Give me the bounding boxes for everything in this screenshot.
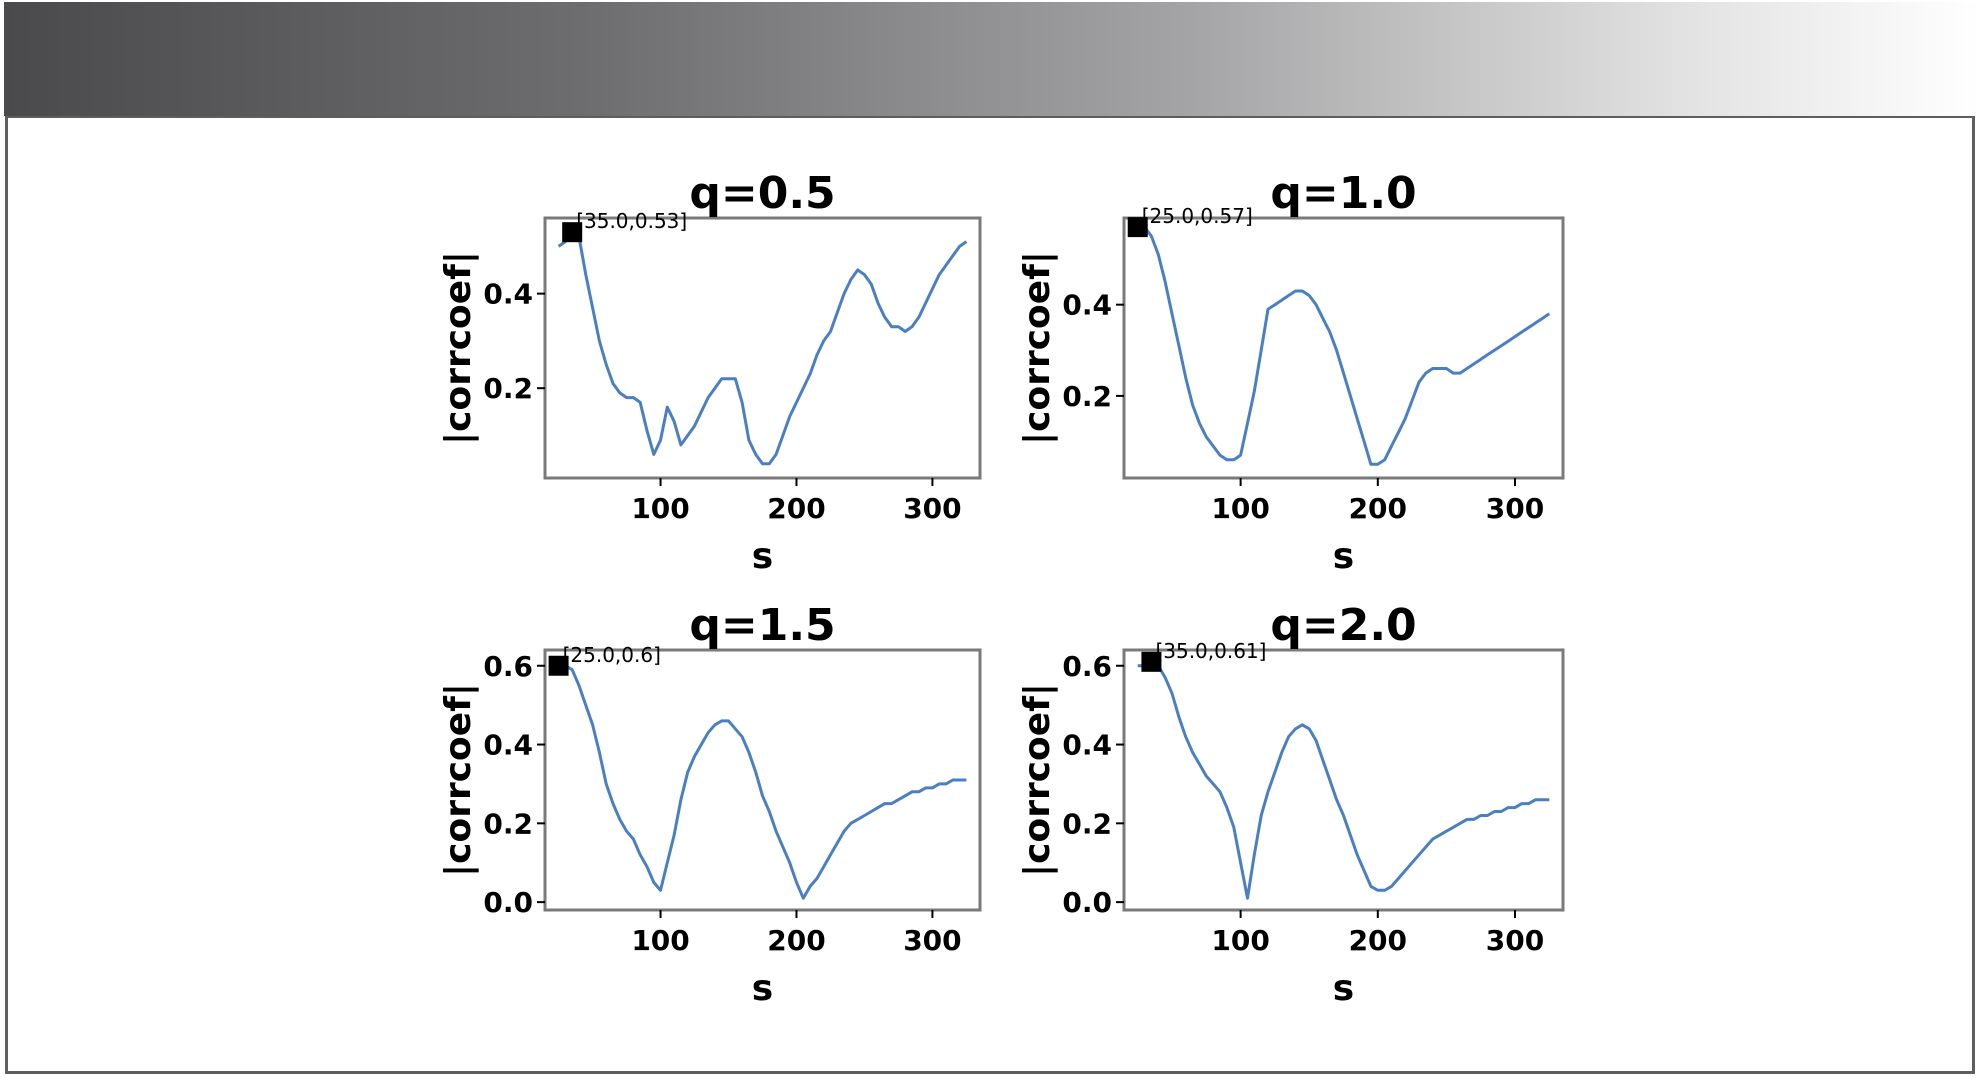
y-tick-label: 0.2 [1062,380,1112,413]
series-line-1 [1137,660,1550,900]
x-axis-label: s [1333,968,1354,1009]
y-tick-label: 0.6 [1062,650,1112,683]
y-axis-label: |corrcoef| [1017,251,1058,445]
x-tick-label: 100 [1211,492,1269,525]
plot-title: q=2.0 [1270,600,1416,651]
x-tick-label: 200 [1349,492,1407,525]
series-line-1 [1137,225,1551,466]
subplot-2: q=1.0 100 200 300 0.2 0.4 s |corrcoef| [25.0,0.5… [1017,168,1565,577]
plot-area [1122,648,1565,912]
y-axis-label: |corrcoef| [438,251,479,445]
subplot-4: q=2.0 100 200 300 0.0 0.2 0.4 0.6 s |corrcoef| [35… [1017,600,1565,1009]
plot-area [543,648,982,912]
x-tick-label: 100 [631,492,689,525]
max-marker-label: [35.0,0.53] [576,209,687,233]
y-tick-label: 0.4 [483,729,533,762]
y-tick-label: 0.6 [483,650,533,683]
x-tick-label: 100 [1211,924,1269,957]
y-tick-label: 0.0 [483,886,533,919]
x-axis-label: s [1333,536,1354,577]
series-line-1 [558,664,967,900]
y-tick-label: 0.2 [483,807,533,840]
subplot-1: q=0.5 100 200 300 0.2 0.4 s |corrcoef| [35.0,0.5… [438,168,982,577]
y-axis-label: |corrcoef| [438,683,479,877]
plot-title: q=1.5 [689,600,835,651]
plot-title: q=1.0 [1270,168,1416,219]
series-line-1 [557,230,968,466]
max-marker-label: [25.0,0.6] [563,643,661,667]
x-axis-label: s [752,536,773,577]
y-axis-label: |corrcoef| [1017,683,1058,877]
plot-area [1122,216,1565,480]
plot-area [543,216,982,480]
max-marker [548,655,569,676]
x-tick-label: 100 [631,924,689,957]
y-tick-label: 0.2 [483,372,533,405]
subplot-3: q=1.5 100 200 300 0.0 0.2 0.4 0.6 s |corrcoef| [25… [438,600,982,1009]
x-tick-label: 300 [1486,492,1544,525]
x-tick-label: 300 [1486,924,1544,957]
x-axis-label: s [752,968,773,1009]
y-tick-label: 0.4 [483,278,533,311]
max-marker [562,222,583,243]
max-marker [1127,217,1148,238]
y-tick-label: 0.2 [1062,807,1112,840]
y-tick-label: 0.4 [1062,289,1112,322]
x-tick-label: 200 [767,492,825,525]
max-marker-label: [25.0,0.57] [1142,204,1253,228]
max-marker-label: [35.0,0.61] [1155,639,1266,663]
x-tick-label: 200 [1349,924,1407,957]
y-tick-label: 0.0 [1062,886,1112,919]
header-band [4,2,1980,116]
max-marker [1141,651,1162,672]
x-tick-label: 200 [767,924,825,957]
plot-title: q=0.5 [689,168,835,219]
y-tick-label: 0.4 [1062,729,1112,762]
x-tick-label: 300 [903,492,961,525]
x-tick-label: 300 [903,924,961,957]
figure-frame [5,116,1975,1074]
